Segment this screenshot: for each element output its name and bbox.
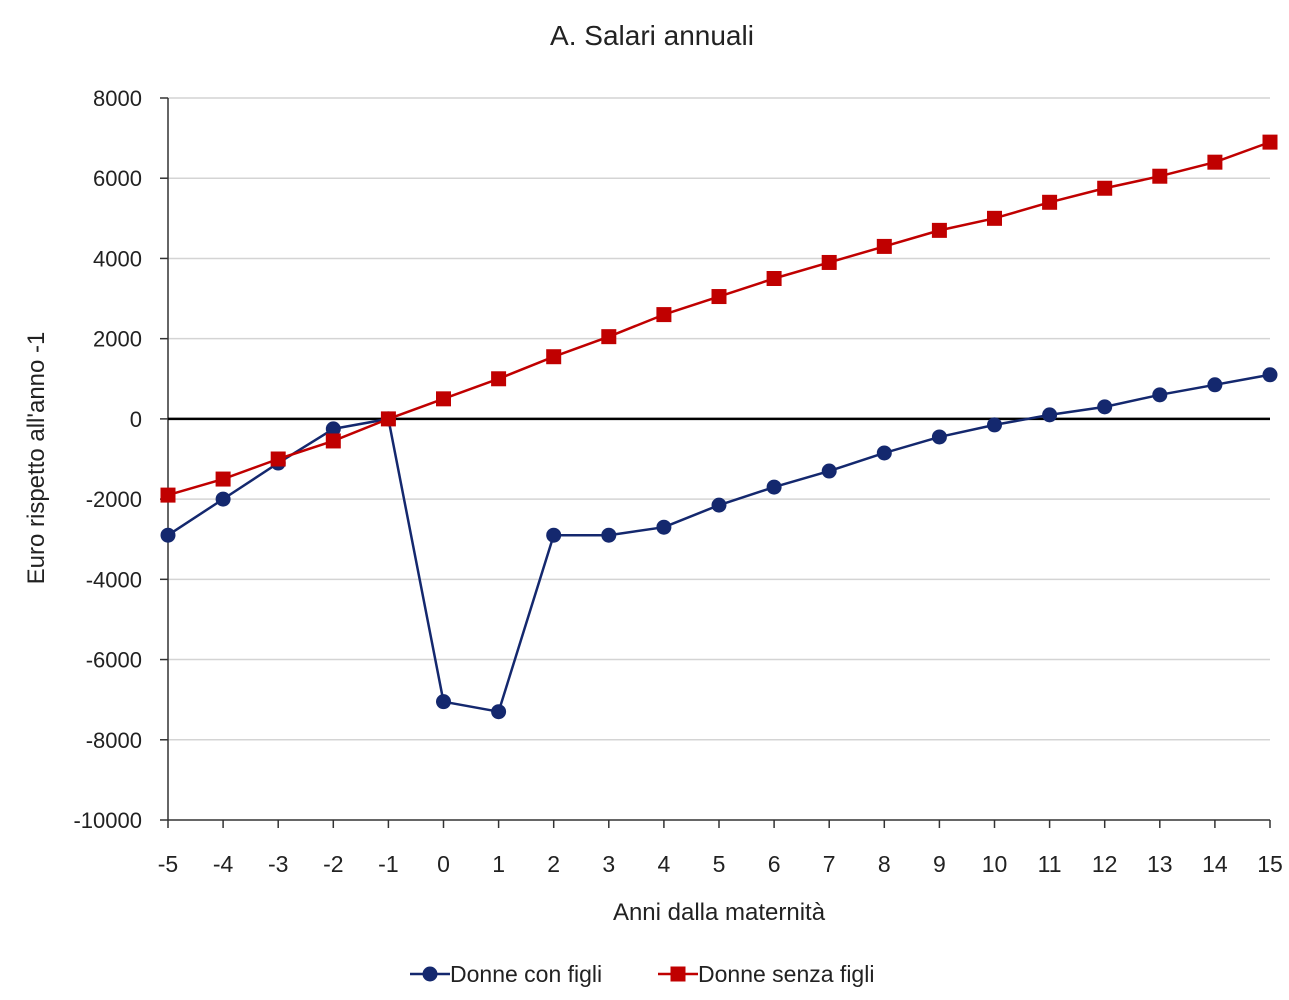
data-point [1207, 154, 1223, 170]
x-tick-label: 15 [1257, 851, 1283, 877]
y-tick-label: -10000 [73, 808, 142, 833]
data-point [380, 411, 396, 427]
data-point [215, 471, 231, 487]
x-tick-label: 0 [437, 851, 450, 877]
y-tick-label: -6000 [86, 648, 142, 673]
data-point [766, 479, 782, 495]
data-point [546, 527, 562, 543]
x-tick-label: -3 [268, 851, 288, 877]
y-axis-label: Euro rispetto all'anno -1 [23, 332, 50, 585]
data-point [1042, 407, 1058, 423]
data-point [931, 429, 947, 445]
y-tick-label: 2000 [93, 327, 142, 352]
legend-label: Donne senza figli [698, 961, 874, 987]
data-point [1152, 387, 1168, 403]
data-point [1097, 180, 1113, 196]
y-tick-label: -4000 [86, 567, 142, 592]
x-tick-label: 7 [823, 851, 836, 877]
series-lines [160, 134, 1278, 720]
data-point [1097, 399, 1113, 415]
data-point [601, 527, 617, 543]
y-tick-label: -2000 [86, 487, 142, 512]
data-point [325, 421, 341, 437]
data-point [270, 451, 286, 467]
x-tick-label: 1 [492, 851, 505, 877]
y-tick-label: 6000 [93, 166, 142, 191]
x-tick-label: 4 [658, 851, 671, 877]
data-point [711, 289, 727, 305]
data-point [546, 349, 562, 365]
x-tick-label: 8 [878, 851, 891, 877]
axes [167, 98, 1270, 821]
y-tick-label: -8000 [86, 728, 142, 753]
x-tick-label: 10 [982, 851, 1008, 877]
data-point [987, 417, 1002, 433]
data-point [876, 238, 892, 254]
x-tick-label: 2 [547, 851, 560, 877]
legend-item: Donne con figli [410, 961, 602, 987]
data-point [1207, 377, 1223, 393]
data-point [987, 210, 1002, 226]
legend: Donne con figli Donne senza figli [410, 961, 874, 987]
data-point [601, 329, 617, 345]
y-tick-label: 4000 [93, 246, 142, 271]
data-point [656, 519, 672, 535]
x-tick-label: -4 [213, 851, 234, 877]
x-tick-label: -1 [378, 851, 398, 877]
x-tick-label: 6 [768, 851, 781, 877]
x-tick-label: 14 [1202, 851, 1228, 877]
data-point [821, 463, 837, 479]
data-point [215, 491, 231, 507]
data-point [1262, 134, 1278, 150]
data-point [436, 391, 451, 407]
x-tick-label: 12 [1092, 851, 1118, 877]
x-tick-label: -5 [158, 851, 178, 877]
legend-label: Donne con figli [450, 961, 602, 987]
legend-marker [422, 966, 438, 982]
data-point [711, 497, 727, 513]
y-axis-ticks: 8000 6000 4000 2000 0 -2000 -4000 -6000 -8000 -10… [73, 86, 168, 833]
data-point [436, 694, 451, 710]
x-tick-label: 11 [1038, 851, 1062, 877]
data-point [766, 271, 782, 286]
data-point [160, 527, 176, 543]
data-point [491, 704, 507, 720]
x-axis-ticks: -5 -4 -3 -2 -1 0 1 2 3 4 5 6 7 8 9 10 11 12 13 14 15 [158, 820, 1283, 877]
x-tick-label: 9 [933, 851, 946, 877]
legend-item: Donne senza figli [658, 961, 874, 987]
data-point [491, 371, 507, 387]
legend-marker [670, 966, 686, 982]
x-tick-label: 13 [1147, 851, 1173, 877]
x-tick-label: -2 [323, 851, 343, 877]
data-point [1042, 194, 1058, 210]
x-tick-label: 5 [713, 851, 726, 877]
data-point [656, 307, 672, 323]
data-point [1152, 168, 1168, 184]
y-tick-label: 0 [130, 407, 142, 432]
data-point [876, 445, 892, 461]
data-point [821, 254, 837, 270]
data-point [325, 433, 341, 449]
data-point [931, 222, 947, 238]
x-tick-label: 3 [602, 851, 615, 877]
data-point [1262, 367, 1278, 383]
data-point [160, 487, 176, 503]
chart-title: A. Salari annuali [550, 20, 754, 51]
x-axis-label: Anni dalla maternità [613, 899, 826, 926]
y-tick-label: 8000 [93, 86, 142, 111]
